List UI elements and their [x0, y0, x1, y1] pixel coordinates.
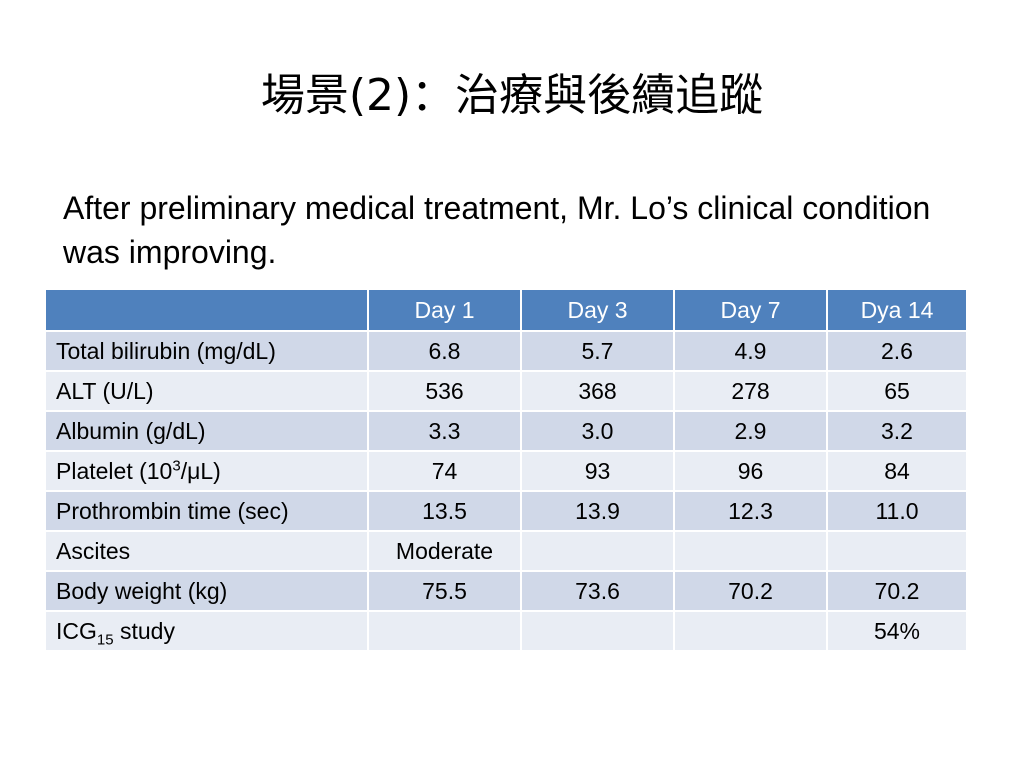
- row-label-platelet: Platelet (103/μL): [44, 450, 369, 492]
- row-label-icg15-study: ICG15 study: [44, 610, 369, 652]
- header-day-1: Day 1: [367, 288, 522, 332]
- table-cell: [673, 530, 828, 572]
- table-row: Albumin (g/dL) 3.3 3.0 2.9 3.2: [44, 410, 968, 452]
- table-header-row: Day 1 Day 3 Day 7 Dya 14: [44, 288, 968, 332]
- platelet-label-exponent: 3: [172, 456, 181, 474]
- table-cell: 278: [673, 370, 828, 412]
- table-row: Ascites Moderate: [44, 530, 968, 572]
- table-cell: [367, 610, 522, 652]
- table-row: Total bilirubin (mg/dL) 6.8 5.7 4.9 2.6: [44, 330, 968, 372]
- table-cell: 5.7: [520, 330, 675, 372]
- icg-label-suffix: study: [113, 617, 175, 644]
- header-day-3: Day 3: [520, 288, 675, 332]
- table-cell: [673, 610, 828, 652]
- table-row: ICG15 study 54%: [44, 610, 968, 652]
- table-cell: 70.2: [826, 570, 968, 612]
- intro-text: After preliminary medical treatment, Mr.…: [63, 190, 931, 270]
- platelet-label-prefix: Platelet (10: [56, 457, 173, 484]
- table-cell: [520, 610, 675, 652]
- table-cell: 13.9: [520, 490, 675, 532]
- table-cell: [520, 530, 675, 572]
- row-label-total-bilirubin: Total bilirubin (mg/dL): [44, 330, 369, 372]
- table-cell: 2.9: [673, 410, 828, 452]
- icg-label-subscript: 15: [96, 631, 114, 649]
- table-cell: 12.3: [673, 490, 828, 532]
- table-row: Prothrombin time (sec) 13.5 13.9 12.3 11…: [44, 490, 968, 532]
- table-cell: 96: [673, 450, 828, 492]
- table-cell: 54%: [826, 610, 968, 652]
- table-cell: 536: [367, 370, 522, 412]
- table-cell: 4.9: [673, 330, 828, 372]
- slide-title: 場景(2)：治療與後續追蹤: [260, 70, 764, 121]
- table-cell: 3.2: [826, 410, 968, 452]
- table-cell: 65: [826, 370, 968, 412]
- table-cell: 13.5: [367, 490, 522, 532]
- table-cell: Moderate: [367, 530, 522, 572]
- table-cell: 84: [826, 450, 968, 492]
- table-cell: [826, 530, 968, 572]
- row-label-prothrombin-time: Prothrombin time (sec): [44, 490, 369, 532]
- table-row: ALT (U/L) 536 368 278 65: [44, 370, 968, 412]
- header-day-14: Dya 14: [826, 288, 968, 332]
- table-cell: 368: [520, 370, 675, 412]
- table-cell: 74: [367, 450, 522, 492]
- table-row: Platelet (103/μL) 74 93 96 84: [44, 450, 968, 492]
- header-day-7: Day 7: [673, 288, 828, 332]
- table-cell: 70.2: [673, 570, 828, 612]
- lab-results-table: Day 1 Day 3 Day 7 Dya 14 Total bilirubin…: [44, 288, 968, 652]
- row-label-ascites: Ascites: [44, 530, 369, 572]
- table-cell: 3.3: [367, 410, 522, 452]
- row-label-alt: ALT (U/L): [44, 370, 369, 412]
- platelet-label-suffix: /μL): [180, 457, 221, 484]
- table-cell: 73.6: [520, 570, 675, 612]
- icg-label-prefix: ICG: [56, 617, 97, 644]
- table-cell: 11.0: [826, 490, 968, 532]
- table-row: Body weight (kg) 75.5 73.6 70.2 70.2: [44, 570, 968, 612]
- table-cell: 2.6: [826, 330, 968, 372]
- table-cell: 93: [520, 450, 675, 492]
- row-label-body-weight: Body weight (kg): [44, 570, 369, 612]
- row-label-albumin: Albumin (g/dL): [44, 410, 369, 452]
- header-empty: [44, 288, 369, 332]
- table-cell: 75.5: [367, 570, 522, 612]
- table-cell: 3.0: [520, 410, 675, 452]
- table-cell: 6.8: [367, 330, 522, 372]
